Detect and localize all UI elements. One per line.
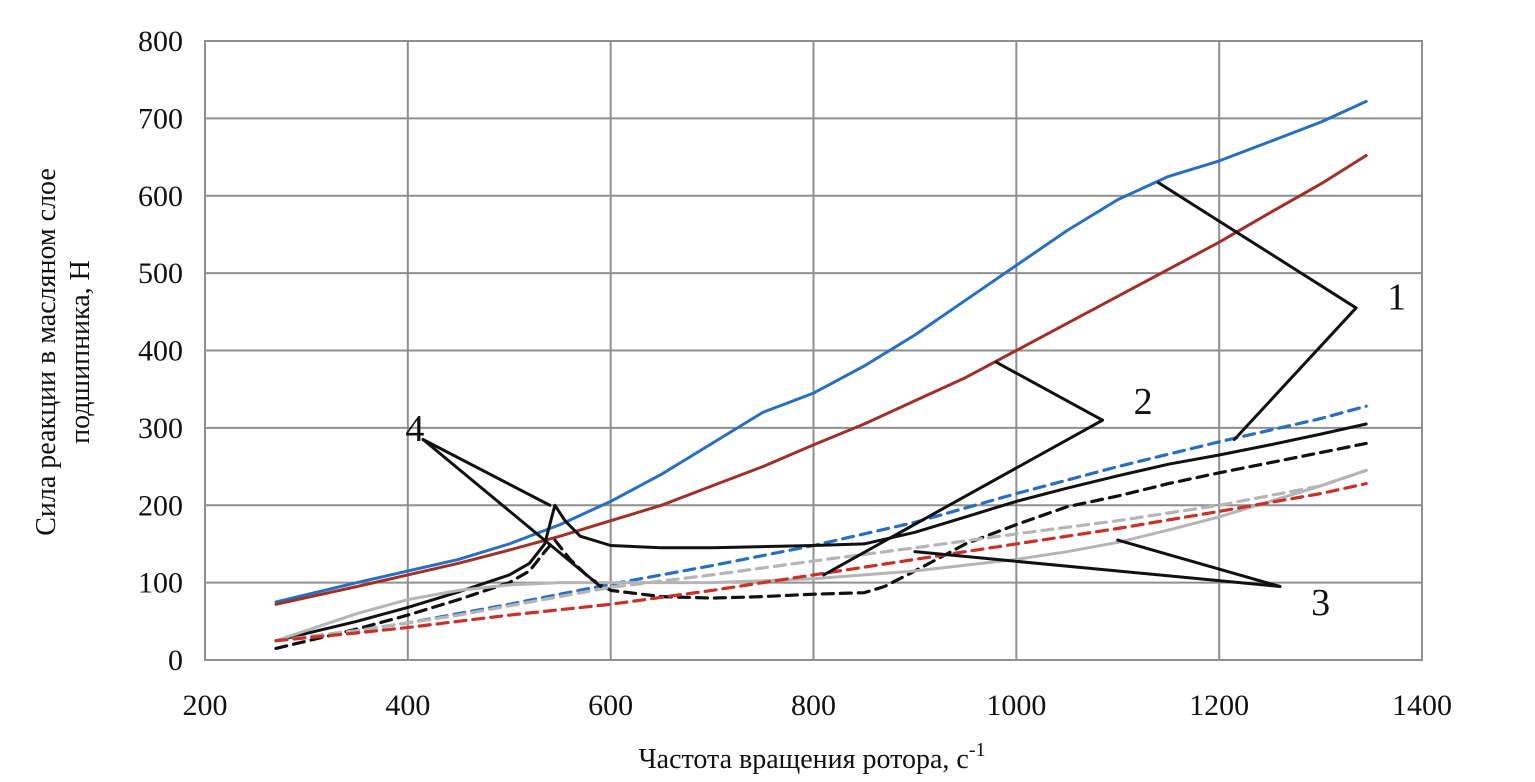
- callout-label: 3: [1311, 582, 1330, 624]
- y-axis-ticks: 0 100 200 300 400 500 600 700 800: [138, 25, 183, 677]
- y-tick-label: 200: [138, 489, 183, 522]
- x-tick-label: 1400: [1392, 689, 1452, 722]
- chart-callouts: 1 2 3 4: [405, 181, 1406, 624]
- callout-label: 4: [405, 408, 424, 450]
- y-axis-title: Сила реакции в масляном слое подшипника,…: [31, 168, 96, 536]
- y-tick-label: 800: [138, 25, 183, 58]
- callout-label: 2: [1134, 381, 1153, 423]
- y-axis-title-line2: подшипника, Н: [65, 260, 96, 444]
- y-tick-label: 400: [138, 335, 183, 368]
- y-tick-label: 500: [138, 257, 183, 290]
- callout-label: 1: [1387, 276, 1406, 318]
- y-axis-title-line1: Сила реакции в масляном слое: [31, 168, 62, 536]
- callout-leader-line: [994, 360, 1105, 422]
- callout-leader-line: [1232, 306, 1358, 441]
- callout-leader-line: [421, 437, 603, 588]
- series-line-5: [274, 441, 1368, 651]
- series-line-6: [274, 468, 1368, 643]
- x-tick-label: 1200: [1189, 689, 1249, 722]
- plot-area-frame: [204, 40, 1423, 661]
- chart-gridlines: [204, 40, 1423, 661]
- series-line-4: [274, 422, 1368, 643]
- x-axis-title-superscript: -1: [969, 739, 986, 761]
- y-tick-label: 600: [138, 180, 183, 213]
- x-axis-ticks: 200 400 600 800 1000 1200 1400: [183, 689, 1453, 722]
- y-tick-label: 0: [168, 644, 183, 677]
- callout-leader-line: [822, 418, 1105, 577]
- series-line-7: [274, 468, 1368, 643]
- y-tick-label: 100: [138, 567, 183, 600]
- x-tick-label: 200: [183, 689, 228, 722]
- callout-leader-line: [913, 550, 1282, 588]
- x-tick-label: 800: [791, 689, 836, 722]
- callout-leader-line: [1116, 538, 1282, 588]
- series-line-8: [274, 482, 1368, 643]
- x-tick-label: 1000: [986, 689, 1046, 722]
- x-axis-title: Частота вращения ротора, с-1: [638, 739, 985, 775]
- x-tick-label: 400: [385, 689, 430, 722]
- y-tick-label: 700: [138, 102, 183, 135]
- x-tick-label: 600: [588, 689, 633, 722]
- callout-leader-line: [1156, 181, 1358, 310]
- callout-leader-line: [421, 437, 552, 507]
- y-tick-label: 300: [138, 412, 183, 445]
- chart-series: [274, 99, 1368, 651]
- x-axis-title-text: Частота вращения ротора, с: [638, 744, 968, 775]
- series-line-1: [274, 99, 1368, 604]
- series-line-2: [274, 154, 1368, 606]
